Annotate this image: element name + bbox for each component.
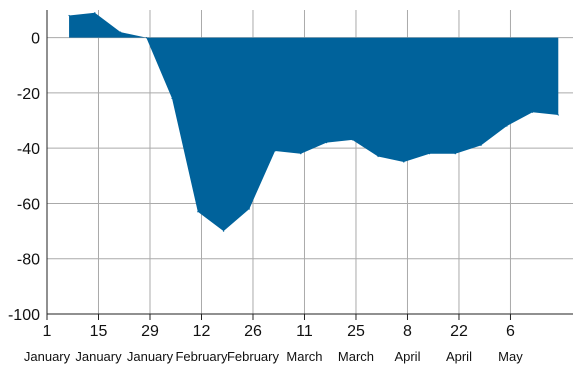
data-point <box>68 14 70 17</box>
y-tick-label: -100 <box>8 307 40 324</box>
data-point <box>531 111 534 113</box>
area-fill <box>69 12 559 232</box>
data-point <box>377 155 379 158</box>
y-tick-label: 0 <box>31 31 40 48</box>
x-tick-day: 1 <box>43 323 52 340</box>
data-point <box>300 153 302 155</box>
x-tick-month: January <box>127 349 174 364</box>
y-tick-labels: 0 -20 -40 -60 -80 -100 <box>8 31 40 324</box>
data-point <box>454 153 456 155</box>
data-point <box>119 31 122 33</box>
x-tick-month: March <box>338 349 374 364</box>
x-tick-month: March <box>286 349 322 364</box>
data-point <box>403 161 405 163</box>
x-tick-month: February <box>227 349 280 364</box>
x-tick-month: May <box>498 349 523 364</box>
x-tick-month: April <box>394 349 420 364</box>
x-tick-day: 11 <box>296 323 313 340</box>
data-point <box>557 114 559 116</box>
y-tick-label: -20 <box>17 86 40 103</box>
data-point <box>145 37 147 39</box>
data-point <box>197 211 199 213</box>
data-point <box>274 150 276 152</box>
x-tick-labels: 1 January 15 January 29 January 12 February 26 Fe… <box>24 323 523 364</box>
y-tick-label: -80 <box>17 252 40 269</box>
x-tick-month: January <box>24 349 71 364</box>
area-series <box>68 12 559 232</box>
data-point <box>325 142 328 144</box>
data-point <box>428 153 431 155</box>
x-tick-month: February <box>175 349 228 364</box>
data-point <box>248 208 250 210</box>
data-point <box>351 139 353 141</box>
x-tick-day: 29 <box>141 323 159 340</box>
x-tick-month: January <box>75 349 122 364</box>
x-tick-day: 26 <box>244 323 262 340</box>
x-tick-day: 15 <box>90 323 108 340</box>
x-tick-day: 22 <box>450 323 468 340</box>
axes <box>46 10 573 320</box>
x-tick-month: April <box>446 349 472 364</box>
x-tick-day: 6 <box>506 323 515 340</box>
x-tick-day: 12 <box>193 323 211 340</box>
y-tick-label: -40 <box>17 141 40 158</box>
y-tick-label: -60 <box>17 196 40 213</box>
data-point <box>506 125 508 127</box>
data-point <box>171 97 173 100</box>
data-point <box>94 12 96 14</box>
data-point <box>222 230 225 232</box>
x-tick-day: 25 <box>347 323 365 340</box>
x-tick-day: 8 <box>403 323 412 340</box>
data-point <box>480 144 482 147</box>
